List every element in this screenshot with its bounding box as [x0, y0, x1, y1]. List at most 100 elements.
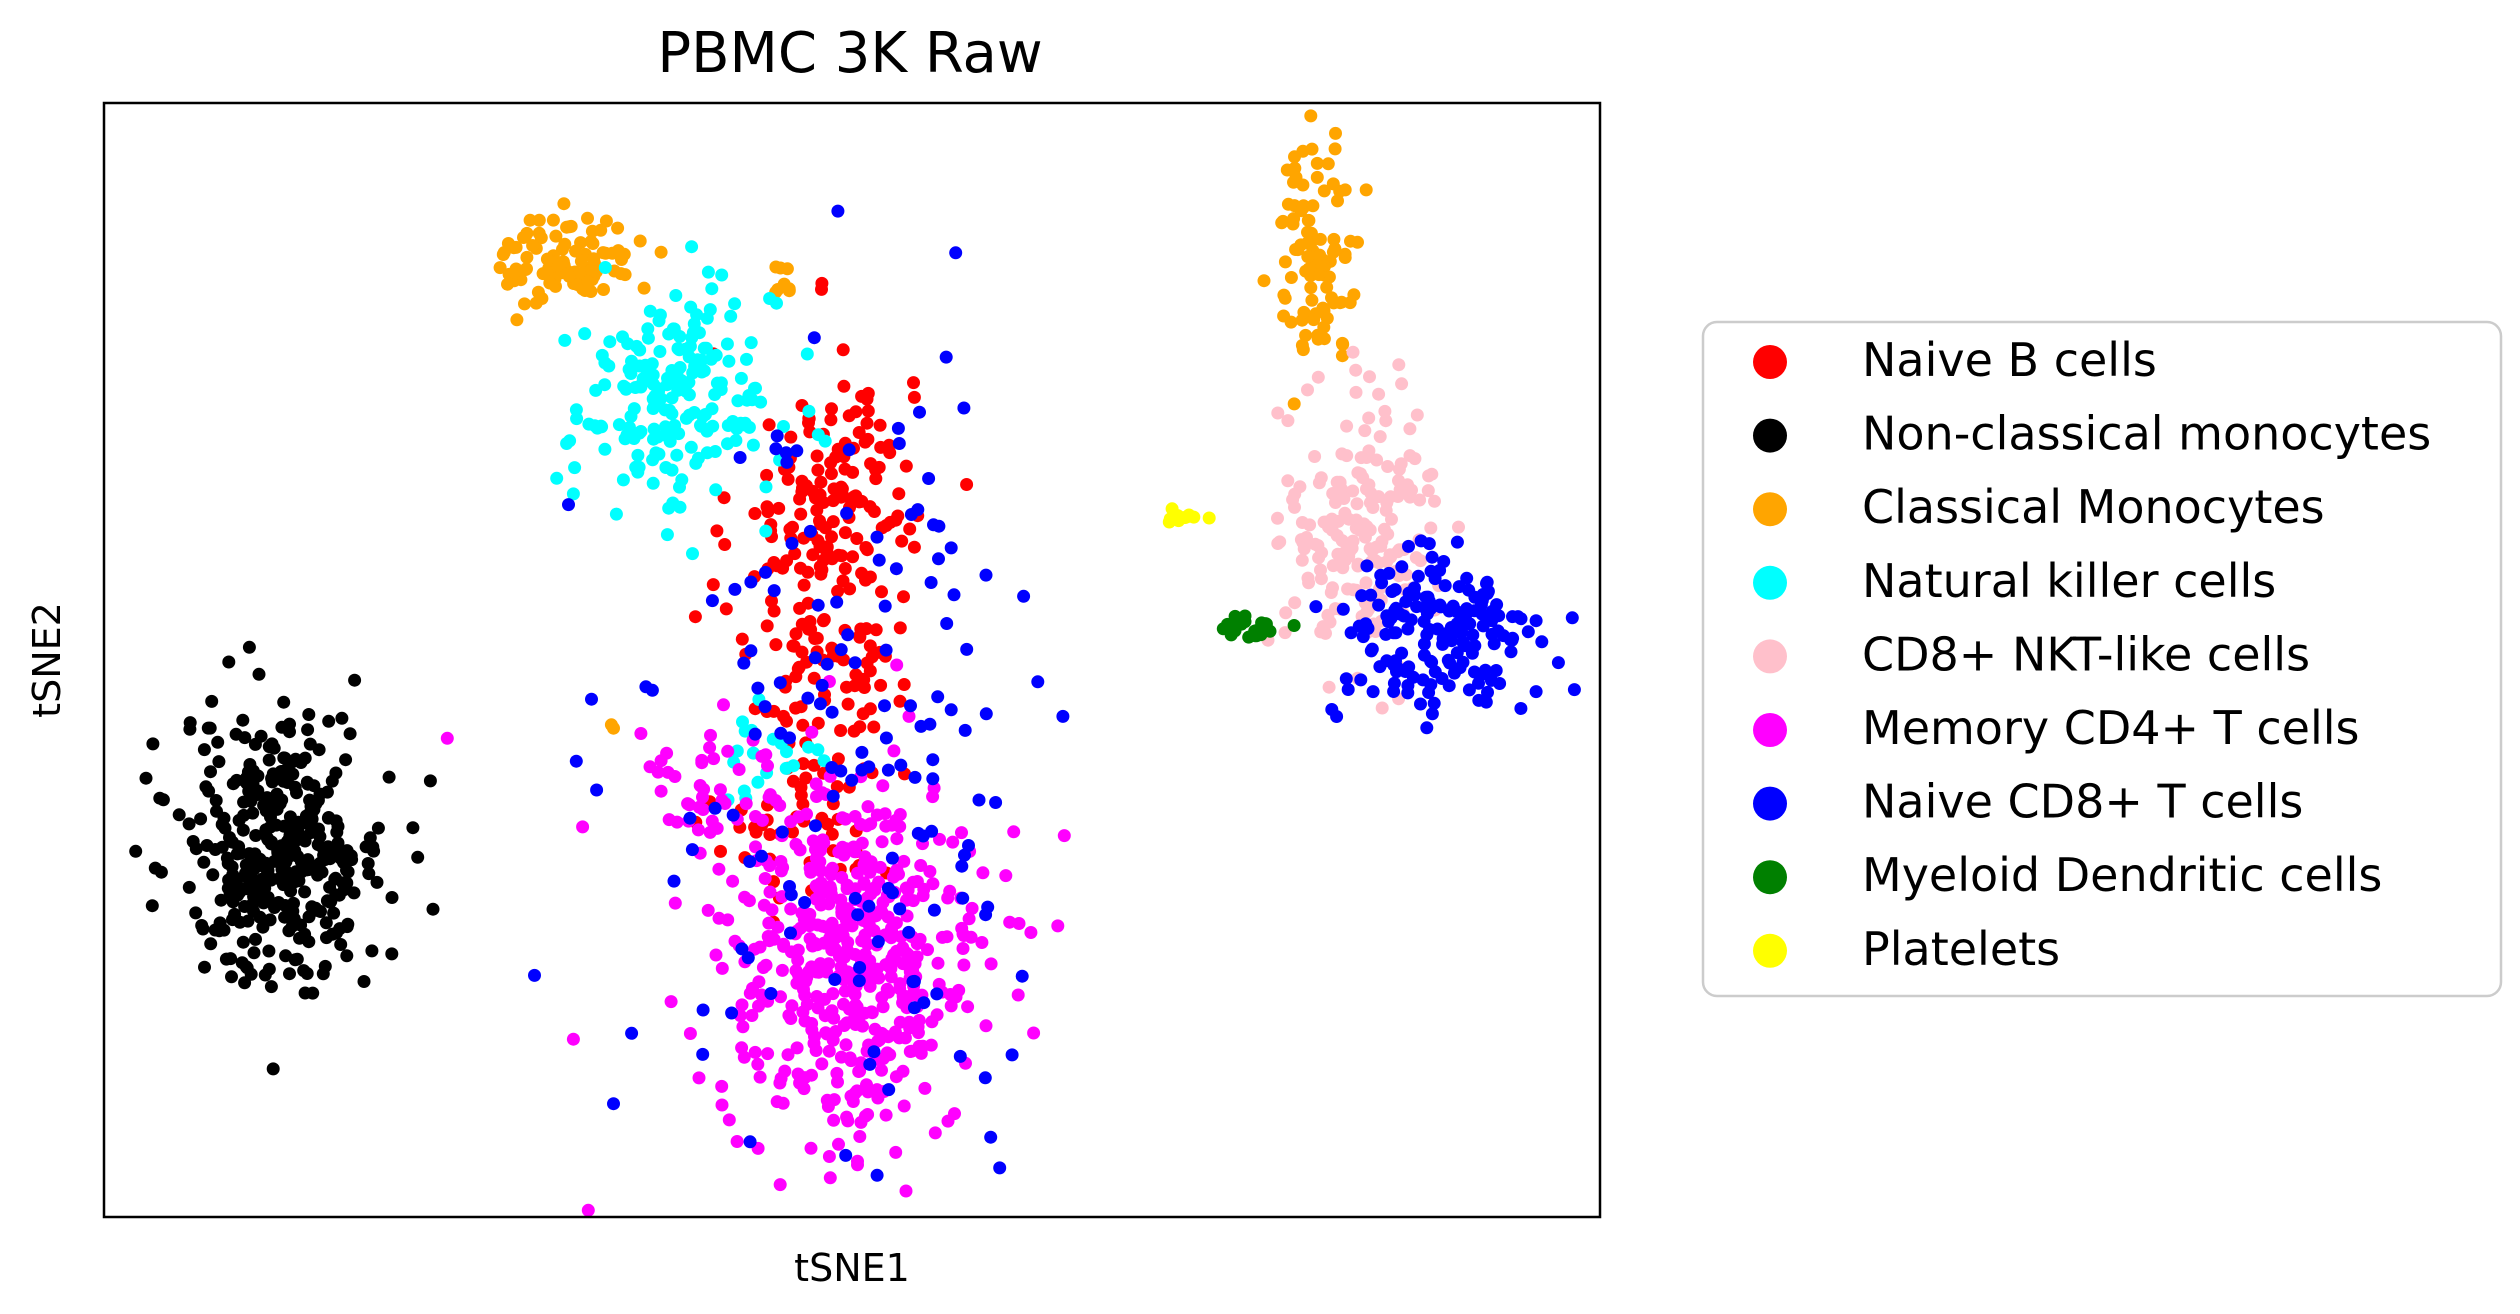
data-point — [865, 650, 879, 664]
data-point — [885, 952, 899, 966]
data-point — [1334, 552, 1348, 566]
data-point — [827, 1113, 841, 1127]
data-point — [678, 342, 692, 356]
data-point — [926, 772, 940, 786]
data-point — [1278, 626, 1292, 640]
data-point — [1051, 919, 1065, 933]
data-point — [811, 743, 825, 757]
data-point — [928, 1126, 942, 1140]
data-point — [1421, 484, 1435, 498]
data-point — [946, 835, 960, 849]
data-point — [1416, 673, 1430, 687]
data-point — [790, 444, 804, 458]
data-point — [670, 815, 684, 829]
data-point — [493, 261, 507, 275]
data-point — [862, 899, 876, 913]
data-point — [361, 857, 375, 870]
data-point — [237, 795, 251, 809]
data-point — [793, 843, 807, 857]
data-point — [926, 790, 940, 804]
data-point — [935, 930, 949, 944]
data-point — [896, 1064, 910, 1078]
data-point — [729, 434, 743, 447]
data-point — [1017, 589, 1031, 603]
data-point — [897, 678, 911, 691]
x-axis-label: tSNE1 — [794, 1246, 910, 1290]
data-point — [365, 944, 379, 958]
data-point — [879, 519, 893, 532]
data-point — [1506, 610, 1519, 624]
data-point — [748, 507, 762, 520]
data-point — [755, 813, 769, 827]
data-point — [1491, 624, 1505, 638]
data-point — [720, 337, 734, 351]
data-point — [1403, 422, 1417, 436]
data-point — [1353, 523, 1367, 537]
data-point — [1221, 617, 1234, 631]
data-point — [796, 481, 809, 495]
data-point — [223, 831, 236, 844]
data-point — [835, 482, 849, 496]
data-point — [320, 894, 334, 908]
data-point — [824, 883, 838, 896]
data-point — [625, 1026, 639, 1040]
data-point — [837, 379, 851, 393]
data-point — [590, 421, 604, 435]
data-point — [841, 935, 855, 949]
data-point — [1394, 457, 1408, 471]
data-point — [772, 501, 786, 515]
data-point — [908, 770, 922, 784]
data-point — [283, 967, 296, 981]
data-point — [717, 491, 731, 505]
data-point — [714, 844, 727, 858]
data-point — [1409, 551, 1423, 565]
data-point — [803, 615, 817, 628]
data-point — [1293, 480, 1307, 494]
data-point — [837, 653, 850, 667]
data-point — [753, 1070, 767, 1084]
legend-frame — [1701, 320, 2503, 998]
data-point — [1379, 414, 1393, 428]
data-point — [673, 480, 686, 494]
data-point — [1277, 309, 1291, 323]
data-point — [1340, 449, 1354, 463]
data-point — [298, 927, 312, 941]
data-point — [1424, 521, 1438, 535]
data-point — [728, 297, 742, 311]
data-point — [864, 817, 878, 831]
data-point — [777, 420, 790, 433]
data-point — [726, 874, 740, 888]
data-point — [916, 829, 930, 843]
data-point — [887, 744, 901, 758]
data-point — [800, 347, 814, 361]
data-point — [822, 1150, 836, 1163]
data-point — [788, 547, 802, 561]
data-point — [529, 296, 543, 310]
data-point — [854, 1115, 868, 1129]
data-point — [603, 335, 617, 349]
legend-label: Classical Monocytes — [1862, 480, 2325, 534]
data-point — [1472, 676, 1485, 690]
data-point — [760, 619, 774, 633]
data-point — [927, 903, 941, 917]
data-point — [984, 1130, 998, 1144]
data-point — [300, 967, 314, 980]
data-point — [1278, 255, 1292, 269]
data-point — [755, 849, 768, 863]
series-naive-cd8-t-cells — [528, 204, 1581, 1182]
data-point — [598, 261, 612, 274]
data-point — [989, 796, 1003, 809]
data-point — [813, 697, 827, 711]
data-point — [853, 1130, 867, 1143]
data-point — [930, 1008, 944, 1022]
data-point — [784, 430, 798, 444]
data-point — [763, 828, 777, 841]
data-point — [641, 331, 655, 345]
data-point — [824, 456, 838, 470]
data-point — [717, 698, 730, 712]
data-point — [532, 213, 546, 227]
data-point — [1304, 281, 1318, 295]
data-point — [1287, 619, 1301, 632]
data-point — [933, 832, 946, 846]
data-point — [955, 826, 968, 840]
